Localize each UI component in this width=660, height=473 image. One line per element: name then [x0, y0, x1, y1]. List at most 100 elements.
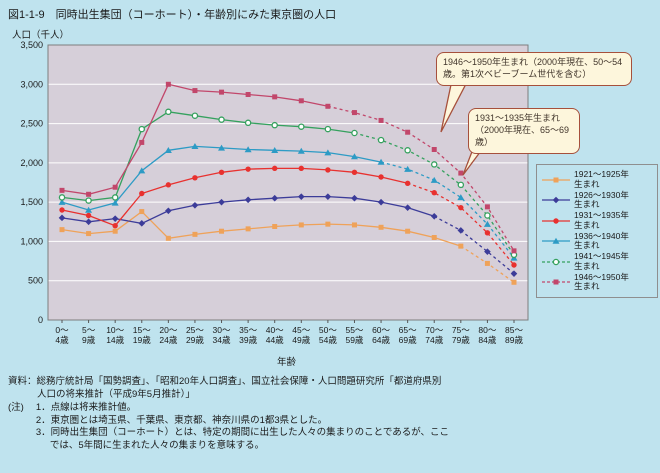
x-tick-label: 5～	[82, 325, 96, 335]
diamond-marker-icon	[552, 196, 560, 204]
triangle-marker-icon	[404, 165, 412, 172]
x-tick-label: 75～	[452, 325, 470, 335]
legend-item-2: 1926～1930年 生まれ	[541, 190, 653, 211]
y-axis-unit-label: 人口（千人）	[12, 30, 70, 41]
x-tick-label: 10～	[106, 325, 124, 335]
series-line-projection	[380, 161, 515, 259]
square-marker-icon	[59, 227, 65, 233]
legend-label: 1931～1935年 生まれ	[574, 210, 629, 230]
y-tick-label: 2,000	[20, 158, 43, 168]
square-marker-icon	[298, 222, 304, 228]
open-circle-marker-icon	[111, 194, 119, 201]
triangle-marker-icon	[350, 153, 358, 160]
square-marker-icon	[553, 177, 559, 183]
series-line-projection	[407, 182, 515, 266]
open-circle-marker-icon	[324, 125, 332, 133]
figure-title: 図1-1-9 同時出生集団（コーホート）・年齢別にみた東京圏の人口	[8, 9, 337, 21]
square-marker-icon	[484, 260, 490, 266]
square-marker-icon	[139, 139, 145, 145]
square-marker-icon	[431, 147, 437, 152]
x-tick-label: 70～	[425, 325, 443, 335]
x-tick-label: 80～	[478, 325, 496, 335]
circle-marker-icon	[218, 169, 225, 175]
open-circle-marker-icon	[484, 212, 491, 219]
open-circle-marker-icon	[138, 125, 146, 133]
notes-block: (注) 1．点線は将来推計値。 2．東京圏とは埼玉県、千葉県、東京都、神奈川県の…	[8, 402, 449, 452]
legend-label: 1946～1950年 生まれ	[574, 271, 629, 292]
diamond-marker-icon	[324, 193, 332, 200]
circle-marker-icon	[484, 230, 491, 236]
series-1946～1950年生まれ	[59, 81, 517, 254]
triangle-marker-icon	[191, 143, 199, 150]
open-circle-marker-icon	[85, 197, 92, 204]
legend-label: 1921～1925年 生まれ	[574, 169, 629, 189]
y-tick-label: 2,500	[20, 119, 43, 129]
x-tick-label: 19歳	[133, 335, 151, 345]
legend-item-3: 1931～1935年 生まれ	[541, 210, 653, 231]
series-1941～1945年生まれ	[58, 108, 518, 259]
triangle-marker-icon	[138, 167, 146, 174]
diamond-marker-icon	[484, 248, 491, 255]
note-line: 3．同時出生集団（コーホート）とは、特定の期間に出生した人々の集まりのことである…	[35, 427, 450, 439]
x-tick-label: 4歳	[55, 335, 69, 345]
square-marker-icon	[484, 204, 490, 210]
x-tick-label: 44歳	[266, 335, 284, 345]
square-marker-icon	[59, 187, 65, 193]
open-circle-marker-icon	[377, 136, 385, 144]
square-marker-icon	[245, 92, 251, 97]
square-marker-icon	[405, 228, 411, 234]
triangle-marker-icon	[244, 146, 252, 153]
triangle-marker-icon	[218, 144, 226, 151]
circle-marker-icon	[298, 165, 304, 172]
x-tick-label: 34歳	[213, 335, 231, 345]
circle-marker-icon	[192, 175, 198, 181]
square-marker-icon	[325, 103, 331, 109]
circle-marker-icon	[165, 182, 172, 188]
open-circle-marker-icon	[404, 147, 411, 154]
diamond-marker-icon	[165, 207, 172, 215]
square-marker-icon	[272, 224, 278, 229]
triangle-marker-icon	[58, 198, 66, 205]
triangle-marker-icon	[271, 146, 279, 153]
x-tick-label: 40～	[266, 325, 284, 335]
legend-marker-icon	[542, 218, 570, 224]
notes-lines: 1．点線は将来推計値。 2．東京圏とは埼玉県、千葉県、東京都、神奈川県の1都3県…	[36, 402, 449, 452]
square-marker-icon	[112, 184, 118, 190]
diamond-marker-icon	[111, 215, 119, 222]
open-circle-marker-icon	[58, 194, 66, 201]
circle-marker-icon	[378, 174, 384, 180]
square-marker-icon	[86, 231, 92, 237]
x-tick-label: 25～	[186, 325, 204, 335]
diamond-marker-icon	[191, 201, 199, 209]
circle-marker-icon	[272, 165, 278, 172]
y-tick-label: 500	[28, 276, 43, 286]
square-marker-icon	[245, 226, 251, 232]
x-tick-label: 24歳	[159, 335, 177, 345]
x-tick-label: 15～	[133, 325, 151, 335]
triangle-marker-icon	[483, 220, 491, 227]
square-marker-icon	[553, 279, 559, 285]
note-line: 2．東京圏とは埼玉県、千葉県、東京都、神奈川県の1都3県とした。	[35, 414, 328, 426]
diamond-marker-icon	[351, 194, 358, 202]
open-circle-marker-icon	[430, 161, 438, 168]
circle-marker-icon	[245, 166, 251, 172]
diamond-marker-icon	[430, 212, 438, 220]
series-line-projection	[327, 105, 515, 252]
open-circle-marker-icon	[271, 121, 278, 129]
circle-marker-icon	[553, 218, 559, 224]
x-tick-label: 30～	[213, 325, 231, 335]
x-tick-label: 85～	[505, 325, 523, 335]
series-line-actual	[61, 167, 408, 227]
circle-marker-icon	[458, 204, 464, 211]
diamond-marker-icon	[244, 196, 252, 204]
triangle-marker-icon	[324, 149, 332, 156]
y-tick-label: 0	[38, 315, 43, 325]
square-marker-icon	[431, 235, 437, 240]
diamond-marker-icon	[85, 218, 92, 226]
diamond-marker-icon	[58, 214, 66, 222]
legend-item-4: 1936～1940年 生まれ	[541, 231, 653, 252]
circle-marker-icon	[511, 262, 517, 268]
legend-item-6: 1946～1950年 生まれ	[541, 271, 653, 293]
callout-text: 1931～1935年生まれ（2000年現在、65～69歳）	[475, 113, 570, 147]
square-marker-icon	[378, 224, 384, 230]
